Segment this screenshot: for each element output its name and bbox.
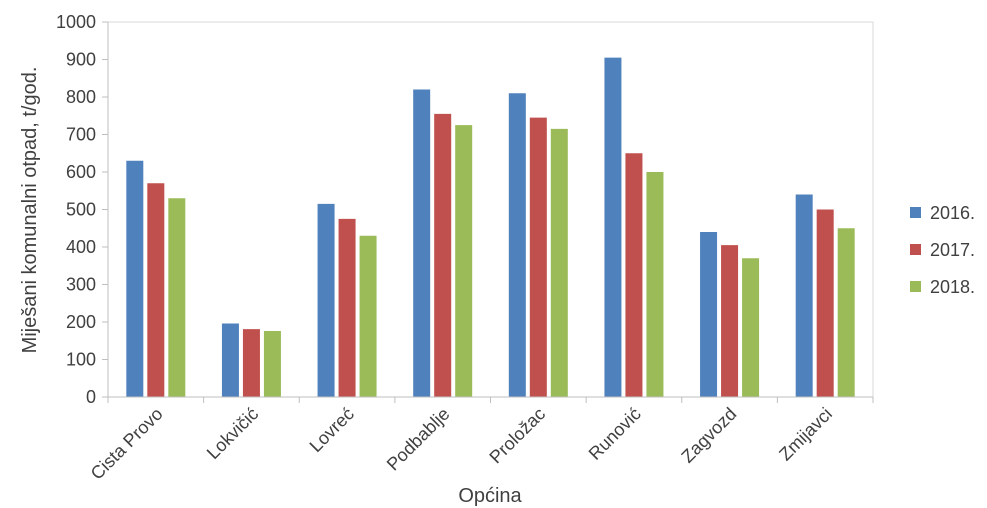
- y-tick-label: 200: [66, 312, 96, 332]
- x-axis-title: Općina: [458, 485, 522, 507]
- y-tick-label: 900: [66, 50, 96, 70]
- bar: [338, 218, 356, 397]
- x-tick-label: Zmijavci: [775, 404, 836, 465]
- x-tick-label: Lovreć: [306, 404, 358, 456]
- bar: [795, 194, 813, 397]
- bar: [242, 329, 260, 397]
- bar: [529, 117, 547, 397]
- y-axis: 0 100 200 300 400 500 600 700 800 900 1000: [56, 12, 109, 407]
- bar: [550, 128, 568, 397]
- legend: 2016. 2017. 2018.: [910, 203, 975, 297]
- bar: [221, 323, 239, 397]
- bar: [625, 153, 643, 397]
- x-tick-label: Lokvičić: [203, 404, 262, 463]
- y-tick-label: 0: [86, 387, 96, 407]
- bar: [604, 57, 622, 397]
- y-tick-label: 300: [66, 275, 96, 295]
- bar: [168, 198, 186, 397]
- bar: [721, 245, 739, 397]
- y-tick-label: 500: [66, 200, 96, 220]
- bar: [317, 203, 335, 397]
- bar: [508, 93, 526, 397]
- legend-swatch: [910, 281, 921, 292]
- x-tick-label: Podbablje: [383, 404, 454, 475]
- legend-label: 2017.: [930, 240, 975, 260]
- x-tick-label: Runović: [585, 404, 645, 464]
- y-tick-label: 600: [66, 162, 96, 182]
- bar: [742, 258, 760, 397]
- y-tick-label: 400: [66, 237, 96, 257]
- y-axis-title: Miješani komunalni otpad, t/god.: [19, 67, 41, 354]
- x-tick-label: Proložac: [485, 404, 549, 468]
- x-tick-label: Zagvozd: [677, 404, 740, 467]
- x-axis: Cista Provo Lokvičić Lovreć Podbablje Prolož…: [87, 396, 874, 484]
- bar: [816, 209, 834, 397]
- bar: [413, 89, 431, 397]
- y-tick-label: 700: [66, 125, 96, 145]
- bar: [147, 183, 165, 397]
- legend-label: 2016.: [930, 203, 975, 223]
- legend-label: 2018.: [930, 277, 975, 297]
- y-tick-label: 1000: [56, 12, 96, 32]
- x-tick-label: Cista Provo: [87, 404, 167, 484]
- legend-swatch: [910, 207, 921, 218]
- bar: [700, 232, 718, 397]
- bar: [455, 125, 473, 397]
- bar: [359, 235, 377, 397]
- bars: [126, 57, 855, 397]
- bar: [434, 113, 452, 397]
- y-tick-label: 100: [66, 350, 96, 370]
- bar: [837, 228, 855, 397]
- bar: [263, 331, 281, 397]
- y-tick-label: 800: [66, 87, 96, 107]
- legend-swatch: [910, 244, 921, 255]
- bar: [126, 160, 144, 397]
- bar: [646, 172, 664, 397]
